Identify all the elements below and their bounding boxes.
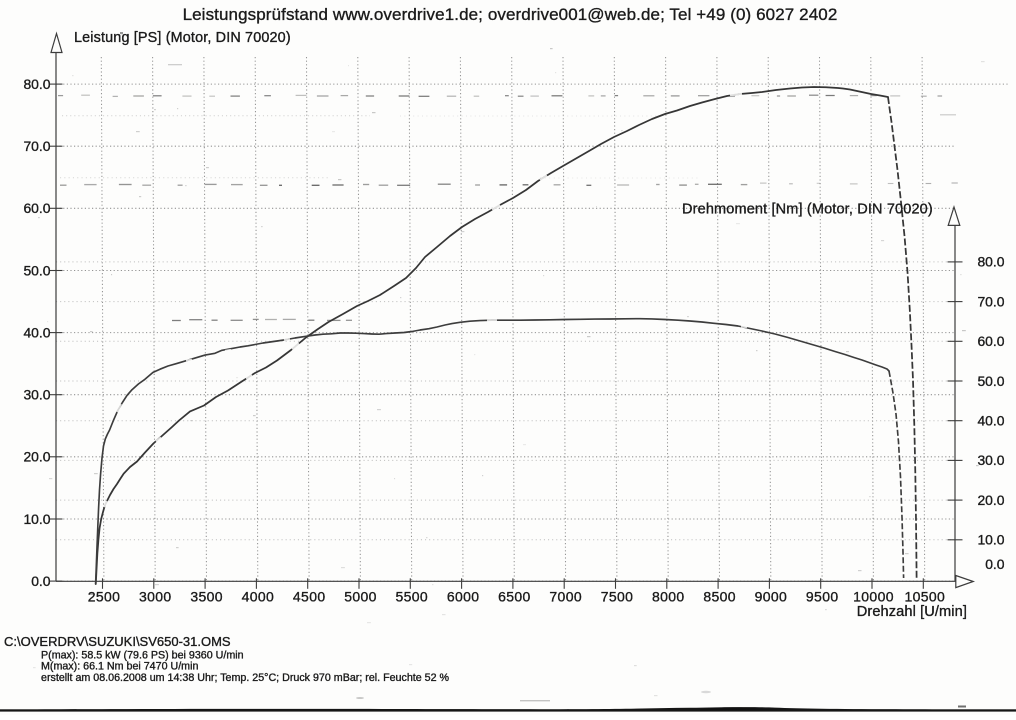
svg-text:Leistung [PS] (Motor, DIN 7002: Leistung [PS] (Motor, DIN 70020) bbox=[74, 30, 291, 46]
svg-text:80.0: 80.0 bbox=[977, 254, 1004, 270]
svg-text:10000: 10000 bbox=[853, 588, 894, 604]
svg-text:6500: 6500 bbox=[498, 588, 531, 604]
svg-text:60.0: 60.0 bbox=[977, 333, 1004, 349]
svg-text:8000: 8000 bbox=[652, 588, 685, 604]
svg-text:3500: 3500 bbox=[190, 588, 223, 604]
svg-text:0.0: 0.0 bbox=[31, 573, 51, 589]
svg-text:5500: 5500 bbox=[396, 588, 429, 604]
svg-text:C:\OVERDRV\SUZUKI\SV650-31.OMS: C:\OVERDRV\SUZUKI\SV650-31.OMS bbox=[4, 634, 231, 649]
svg-text:9500: 9500 bbox=[806, 588, 839, 604]
svg-text:Drehmoment [Nm] (Motor, DIN 70: Drehmoment [Nm] (Motor, DIN 70020) bbox=[682, 202, 933, 218]
svg-text:6000: 6000 bbox=[447, 588, 480, 604]
svg-text:70.0: 70.0 bbox=[23, 138, 50, 154]
svg-text:60.0: 60.0 bbox=[23, 200, 50, 216]
svg-text:30.0: 30.0 bbox=[23, 387, 50, 403]
svg-text:P(max): 58.5 kW (79.6 PS) bei: P(max): 58.5 kW (79.6 PS) bei 9360 U/min bbox=[41, 649, 244, 661]
svg-text:20.0: 20.0 bbox=[977, 492, 1004, 508]
svg-text:10.0: 10.0 bbox=[977, 532, 1004, 548]
svg-text:10.0: 10.0 bbox=[23, 511, 50, 527]
svg-text:8500: 8500 bbox=[703, 588, 736, 604]
svg-text:7000: 7000 bbox=[549, 588, 582, 604]
svg-text:erstellt am 08.06.2008 um 14:3: erstellt am 08.06.2008 um 14:38 Uhr; Tem… bbox=[41, 672, 450, 684]
svg-text:40.0: 40.0 bbox=[23, 324, 50, 340]
svg-text:7500: 7500 bbox=[601, 588, 634, 604]
svg-text:40.0: 40.0 bbox=[977, 413, 1004, 429]
svg-text:Leistungsprüfstand www.overdri: Leistungsprüfstand www.overdrive1.de; ov… bbox=[183, 5, 838, 24]
svg-text:80.0: 80.0 bbox=[23, 76, 50, 92]
svg-text:M(max): 66.1 Nm bei 7470 U/min: M(max): 66.1 Nm bei 7470 U/min bbox=[41, 661, 198, 673]
svg-text:20.0: 20.0 bbox=[23, 449, 50, 465]
svg-text:4500: 4500 bbox=[293, 588, 326, 604]
svg-text:2500: 2500 bbox=[88, 588, 121, 604]
svg-text:4000: 4000 bbox=[242, 588, 275, 604]
svg-text:50.0: 50.0 bbox=[23, 262, 50, 278]
svg-text:9000: 9000 bbox=[755, 588, 788, 604]
svg-text:10500: 10500 bbox=[904, 588, 945, 604]
svg-text:50.0: 50.0 bbox=[977, 373, 1004, 389]
svg-text:Drehzahl [U/min]: Drehzahl [U/min] bbox=[857, 604, 967, 620]
svg-text:70.0: 70.0 bbox=[977, 293, 1004, 309]
svg-text:30.0: 30.0 bbox=[977, 452, 1004, 468]
svg-text:3000: 3000 bbox=[139, 588, 172, 604]
svg-text:0.0: 0.0 bbox=[985, 556, 1005, 572]
svg-text:5000: 5000 bbox=[344, 588, 377, 604]
